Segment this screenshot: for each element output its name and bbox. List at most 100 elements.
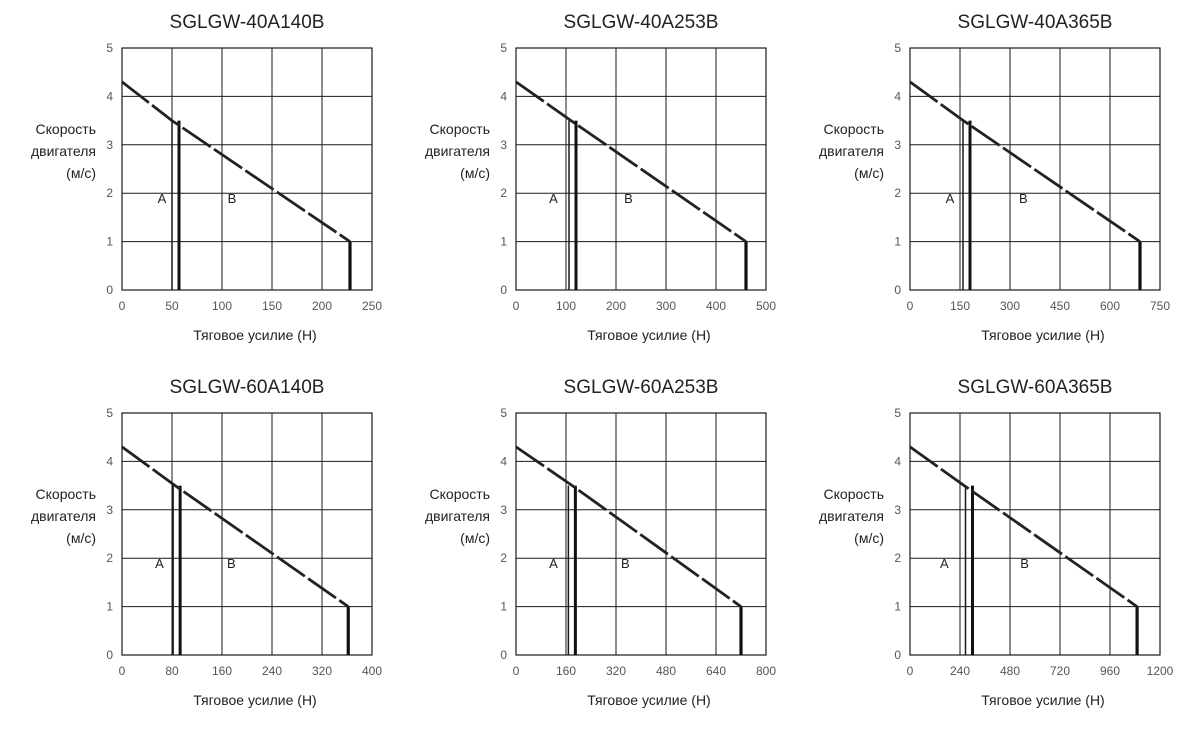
plot-frame	[515, 412, 767, 656]
region-label-a: A	[549, 556, 558, 571]
x-axis-label: Тяговое усилие (Н)	[981, 692, 1104, 708]
x-tick-label: 720	[1050, 664, 1070, 678]
region-label-a: A	[155, 556, 164, 571]
y-tick-label: 2	[500, 186, 507, 200]
x-tick-label: 250	[362, 299, 382, 313]
x-tick-label: 240	[950, 664, 970, 678]
y-tick-label: 1	[894, 600, 901, 614]
plot-frame	[909, 47, 1161, 291]
chart-panel-4: SGLGW-60A140B 0 80 160 240 320 400 0 1 2 3 4 5 Тягово…	[0, 365, 394, 730]
y-tick-label: 3	[106, 138, 113, 152]
y-tick-label: 4	[894, 89, 901, 103]
chart-svg: SGLGW-60A365B 0 240 480 720 960 1200 0 1 2 3 4 5 Тяго…	[819, 377, 1174, 708]
plot-frame	[909, 412, 1161, 656]
x-axis-label: Тяговое усилие (Н)	[981, 327, 1104, 343]
x-tick-label: 640	[706, 664, 726, 678]
y-axis-label: Скорость двигателя (м/с)	[819, 486, 884, 546]
chart-title: SGLGW-60A365B	[958, 377, 1113, 398]
y-tick-label: 4	[106, 89, 113, 103]
y-tick-label: 4	[106, 454, 113, 468]
x-tick-label: 50	[165, 299, 179, 313]
y-axis-label: Скорость двигателя (м/с)	[425, 121, 490, 181]
region-label-b: B	[228, 191, 237, 206]
x-tick-label: 0	[119, 664, 126, 678]
y-axis-label: Скорость двигателя (м/с)	[819, 121, 884, 181]
x-tick-label: 600	[1100, 299, 1120, 313]
x-axis-label: Тяговое усилие (Н)	[587, 692, 710, 708]
y-tick-label: 5	[106, 41, 113, 55]
x-tick-label: 960	[1100, 664, 1120, 678]
chart-svg: SGLGW-40A140B 0 50 100 150 200 250 0 1 2 3 4 5 Тягово…	[31, 12, 382, 343]
region-label-b: B	[227, 556, 236, 571]
y-tick-label: 4	[894, 454, 901, 468]
series-line	[909, 80, 1141, 243]
y-tick-label: 1	[500, 600, 507, 614]
series-line	[121, 445, 350, 608]
region-label-a: A	[549, 191, 558, 206]
y-axis-label: Скорость двигателя (м/с)	[31, 121, 96, 181]
y-tick-label: 0	[106, 283, 113, 297]
y-tick-label: 0	[894, 283, 901, 297]
y-tick-label: 2	[894, 551, 901, 565]
x-tick-label: 160	[212, 664, 232, 678]
chart-panel-5: SGLGW-60A253B 0 160 320 480 640 800 0 1 2 3 4 5 Тягов…	[394, 365, 788, 730]
y-tick-label: 0	[106, 648, 113, 662]
x-tick-label: 480	[1000, 664, 1020, 678]
x-tick-label: 160	[556, 664, 576, 678]
y-axis-label: Скорость двигателя (м/с)	[31, 486, 96, 546]
y-tick-label: 5	[894, 41, 901, 55]
x-tick-label: 800	[756, 664, 776, 678]
y-tick-label: 2	[106, 186, 113, 200]
x-tick-label: 0	[513, 664, 520, 678]
y-tick-label: 3	[894, 503, 901, 517]
chart-title: SGLGW-60A253B	[564, 377, 719, 398]
region-label-a: A	[946, 191, 955, 206]
x-axis-label: Тяговое усилие (Н)	[193, 692, 316, 708]
series-line	[909, 445, 1138, 608]
y-tick-label: 5	[106, 406, 113, 420]
y-tick-label: 0	[894, 648, 901, 662]
y-tick-label: 1	[106, 235, 113, 249]
y-tick-label: 2	[106, 551, 113, 565]
x-tick-label: 150	[262, 299, 282, 313]
x-tick-label: 200	[312, 299, 332, 313]
x-tick-label: 0	[907, 299, 914, 313]
chart-svg: SGLGW-40A365B 0 150 300 450 600 750 0 1 2 3 4 5 Тягов…	[819, 12, 1170, 343]
x-tick-label: 480	[656, 664, 676, 678]
chart-title: SGLGW-40A140B	[170, 12, 325, 33]
x-tick-label: 150	[950, 299, 970, 313]
y-tick-label: 1	[500, 235, 507, 249]
y-tick-label: 3	[500, 138, 507, 152]
series-line	[121, 80, 351, 243]
region-label-b: B	[1019, 191, 1028, 206]
chart-panel-3: SGLGW-40A365B 0 150 300 450 600 750 0 1 2 3 4 5 Тягов…	[788, 0, 1182, 365]
x-tick-label: 1200	[1147, 664, 1174, 678]
y-tick-label: 2	[500, 551, 507, 565]
series-line	[515, 80, 747, 243]
x-tick-label: 200	[606, 299, 626, 313]
chart-title: SGLGW-40A253B	[564, 12, 719, 33]
region-label-a: A	[158, 191, 167, 206]
y-tick-label: 3	[894, 138, 901, 152]
x-tick-label: 0	[119, 299, 126, 313]
y-tick-label: 2	[894, 186, 901, 200]
x-tick-label: 300	[656, 299, 676, 313]
plot-frame	[515, 47, 767, 291]
chart-title: SGLGW-60A140B	[170, 377, 325, 398]
y-tick-label: 4	[500, 454, 507, 468]
x-tick-label: 100	[212, 299, 232, 313]
x-tick-label: 320	[606, 664, 626, 678]
y-tick-label: 3	[106, 503, 113, 517]
y-tick-label: 5	[500, 406, 507, 420]
region-label-b: B	[624, 191, 633, 206]
region-label-a: A	[940, 556, 949, 571]
x-tick-label: 400	[362, 664, 382, 678]
x-tick-label: 240	[262, 664, 282, 678]
x-tick-label: 100	[556, 299, 576, 313]
y-tick-label: 5	[894, 406, 901, 420]
region-label-b: B	[1020, 556, 1029, 571]
y-tick-label: 3	[500, 503, 507, 517]
chart-panel-6: SGLGW-60A365B 0 240 480 720 960 1200 0 1 2 3 4 5 Тяго…	[788, 365, 1182, 730]
x-tick-label: 80	[165, 664, 179, 678]
region-label-b: B	[621, 556, 630, 571]
